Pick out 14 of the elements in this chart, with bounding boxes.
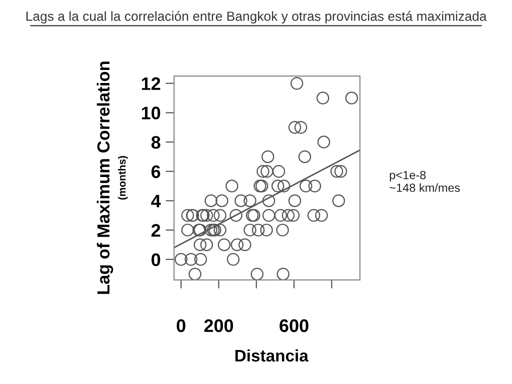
y-tick-label: 4 (151, 194, 161, 208)
y-tick-label: 10 (142, 106, 160, 120)
y-tick-label: 8 (151, 136, 160, 149)
x-tick-label: 200 (204, 319, 234, 332)
x-tick-label: 600 (280, 319, 308, 332)
x-tick-label: 0 (176, 319, 186, 332)
y-tick-label: 2 (151, 224, 160, 237)
y-tick-label: 0 (152, 253, 160, 266)
text: p<1e-8 ~148 km/mes (390, 170, 460, 192)
y-tick-label: 6 (152, 165, 160, 178)
y-axis-title: Lag of Maximum Correlation (months) (96, 62, 128, 294)
chart-title: Lags a la cual la correlación entre Bangkok y otras provincias está maximizada (26, 11, 487, 24)
x-axis-title: Distancia (235, 349, 309, 362)
y-tick-label: 12 (142, 77, 160, 90)
